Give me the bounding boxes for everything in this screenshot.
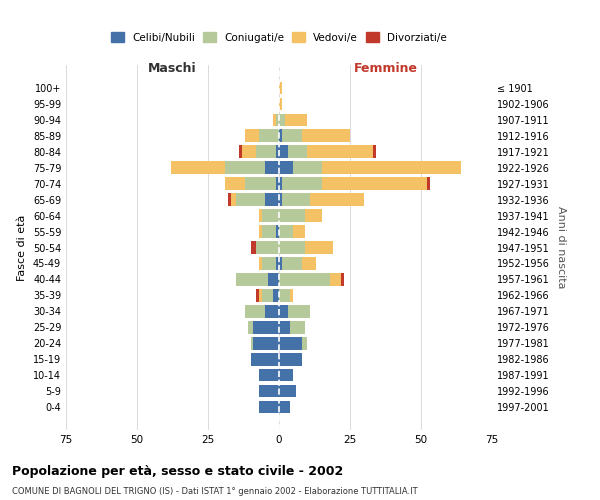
Bar xyxy=(373,146,376,158)
Bar xyxy=(279,242,305,254)
Bar xyxy=(284,114,307,126)
Bar xyxy=(256,289,259,302)
Bar xyxy=(259,289,262,302)
Bar xyxy=(245,305,265,318)
Bar xyxy=(171,162,225,174)
Bar xyxy=(287,146,307,158)
Bar xyxy=(322,178,427,190)
Y-axis label: Fasce di età: Fasce di età xyxy=(17,214,27,280)
Text: Maschi: Maschi xyxy=(148,62,197,75)
Bar xyxy=(276,178,279,190)
Y-axis label: Anni di nascita: Anni di nascita xyxy=(556,206,566,289)
Bar xyxy=(248,321,253,334)
Bar xyxy=(265,162,279,174)
Bar xyxy=(251,337,253,349)
Bar xyxy=(262,289,274,302)
Bar xyxy=(279,273,330,285)
Bar xyxy=(322,162,461,174)
Bar xyxy=(225,178,245,190)
Bar xyxy=(279,146,287,158)
Bar xyxy=(282,194,310,206)
Bar xyxy=(279,210,305,222)
Bar xyxy=(279,82,282,94)
Bar xyxy=(228,194,231,206)
Bar xyxy=(259,210,262,222)
Bar xyxy=(279,353,302,366)
Bar xyxy=(274,289,279,302)
Bar xyxy=(279,226,293,238)
Bar xyxy=(305,242,333,254)
Bar xyxy=(253,337,279,349)
Bar xyxy=(256,146,276,158)
Bar xyxy=(279,289,290,302)
Bar xyxy=(276,114,279,126)
Bar xyxy=(236,194,265,206)
Bar xyxy=(262,210,279,222)
Bar xyxy=(262,226,276,238)
Text: Popolazione per età, sesso e stato civile - 2002: Popolazione per età, sesso e stato civil… xyxy=(12,465,343,478)
Bar xyxy=(287,305,310,318)
Bar xyxy=(251,353,279,366)
Bar xyxy=(290,289,293,302)
Bar xyxy=(225,162,265,174)
Bar xyxy=(276,226,279,238)
Bar xyxy=(341,273,344,285)
Bar xyxy=(279,257,282,270)
Bar xyxy=(279,305,287,318)
Bar xyxy=(259,369,279,382)
Bar xyxy=(276,146,279,158)
Bar xyxy=(265,305,279,318)
Bar xyxy=(265,194,279,206)
Bar xyxy=(259,401,279,413)
Bar xyxy=(239,146,242,158)
Legend: Celibi/Nubili, Coniugati/e, Vedovi/e, Divorziati/e: Celibi/Nubili, Coniugati/e, Vedovi/e, Di… xyxy=(107,28,451,47)
Bar xyxy=(279,401,290,413)
Bar xyxy=(293,226,305,238)
Bar xyxy=(279,369,293,382)
Bar xyxy=(279,130,282,142)
Bar xyxy=(245,130,259,142)
Bar xyxy=(236,273,268,285)
Bar xyxy=(307,146,373,158)
Bar xyxy=(256,242,279,254)
Bar xyxy=(302,130,350,142)
Bar xyxy=(262,257,276,270)
Bar xyxy=(302,337,307,349)
Bar xyxy=(279,162,293,174)
Bar xyxy=(302,257,316,270)
Bar xyxy=(259,130,279,142)
Bar xyxy=(282,257,302,270)
Text: COMUNE DI BAGNOLI DEL TRIGNO (IS) - Dati ISTAT 1° gennaio 2002 - Elaborazione TU: COMUNE DI BAGNOLI DEL TRIGNO (IS) - Dati… xyxy=(12,488,418,496)
Bar xyxy=(242,146,256,158)
Bar xyxy=(330,273,341,285)
Bar xyxy=(293,162,322,174)
Bar xyxy=(279,385,296,398)
Bar xyxy=(310,194,364,206)
Bar xyxy=(290,321,305,334)
Bar xyxy=(279,337,302,349)
Bar xyxy=(427,178,430,190)
Bar xyxy=(305,210,322,222)
Bar xyxy=(253,321,279,334)
Bar xyxy=(274,114,276,126)
Bar xyxy=(279,321,290,334)
Bar xyxy=(276,257,279,270)
Bar xyxy=(245,178,276,190)
Bar xyxy=(259,226,262,238)
Bar xyxy=(279,178,282,190)
Bar xyxy=(259,385,279,398)
Text: Femmine: Femmine xyxy=(353,62,418,75)
Bar xyxy=(282,130,302,142)
Bar xyxy=(259,257,262,270)
Bar xyxy=(231,194,236,206)
Bar xyxy=(282,178,322,190)
Bar xyxy=(279,114,284,126)
Bar xyxy=(251,242,256,254)
Bar xyxy=(279,194,282,206)
Bar xyxy=(268,273,279,285)
Bar xyxy=(279,98,282,110)
